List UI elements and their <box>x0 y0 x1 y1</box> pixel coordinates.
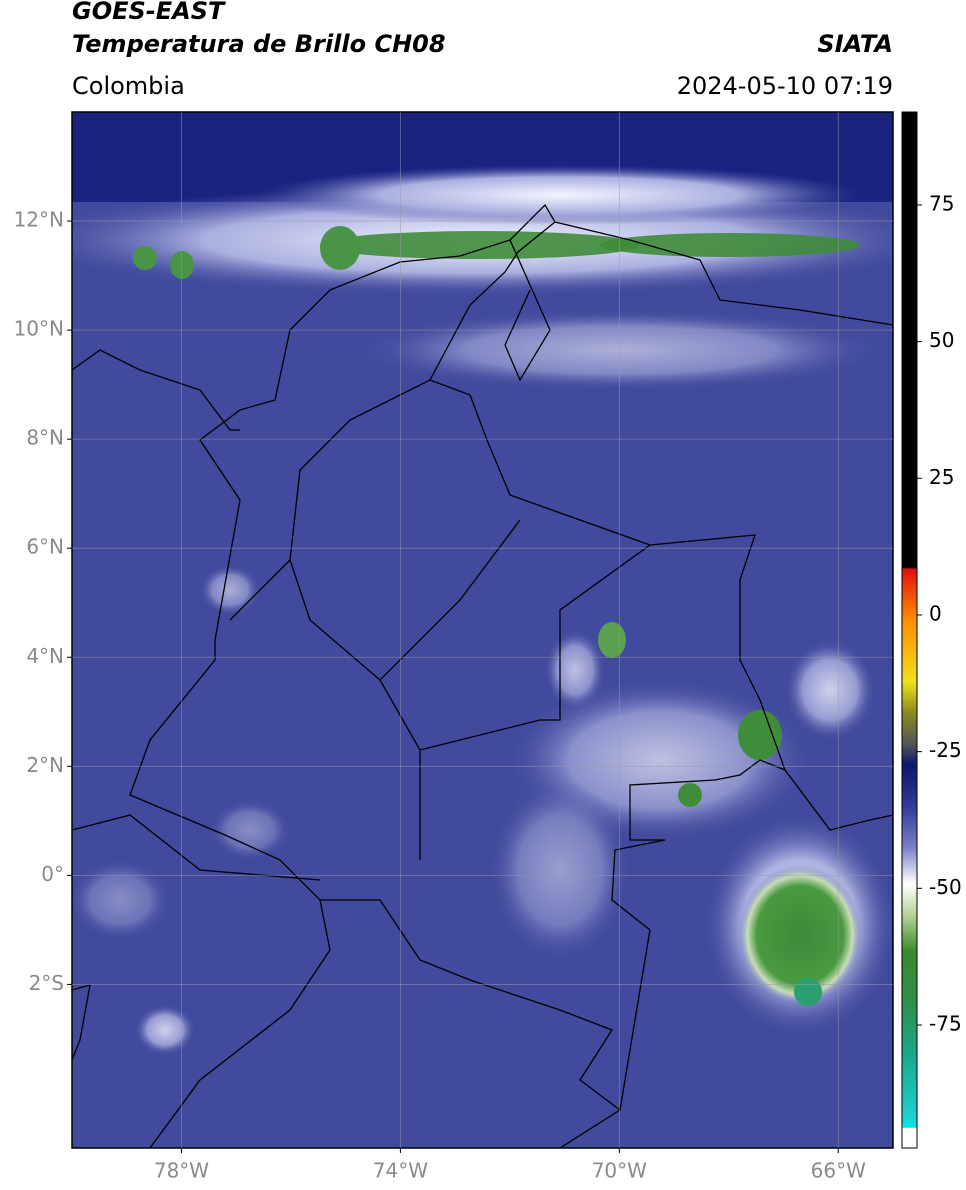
colorbar-tick-label: -75 <box>929 1011 962 1035</box>
map-image <box>72 112 893 1148</box>
colorbar-tick-label: -25 <box>929 738 962 762</box>
lat-tick-label: 0° <box>41 862 64 886</box>
lon-tick-label: 66°W <box>811 1159 866 1183</box>
lon-tick-label: 70°W <box>592 1159 647 1183</box>
lat-tick-label: 4°N <box>26 644 64 668</box>
colorbar <box>901 111 918 1149</box>
colorbar-tick-label: -50 <box>929 875 962 899</box>
lat-tick-label: 10°N <box>14 317 64 341</box>
lat-tick-label: 8°N <box>26 426 64 450</box>
lat-tick-label: 2°N <box>26 753 64 777</box>
title: GOES-EAST <box>72 0 226 25</box>
source: SIATA <box>817 30 893 58</box>
colorbar-tick-label: 50 <box>929 328 954 352</box>
lat-tick-label: 12°N <box>14 208 64 232</box>
colorbar-tick-label: 75 <box>929 191 954 215</box>
subtitle: Temperatura de Brillo CH08 <box>72 30 446 58</box>
lat-tick-label: 6°N <box>26 535 64 559</box>
colorbar-tick-label: 25 <box>929 465 954 489</box>
lat-tick-label: 2°S <box>29 971 64 995</box>
lon-tick-label: 74°W <box>373 1159 428 1183</box>
timestamp: 2024-05-10 07:19 <box>677 72 893 100</box>
lon-tick-label: 78°W <box>154 1159 209 1183</box>
region: Colombia <box>72 72 185 100</box>
map-frame <box>71 111 894 1149</box>
colorbar-tick-label: 0 <box>929 601 942 625</box>
